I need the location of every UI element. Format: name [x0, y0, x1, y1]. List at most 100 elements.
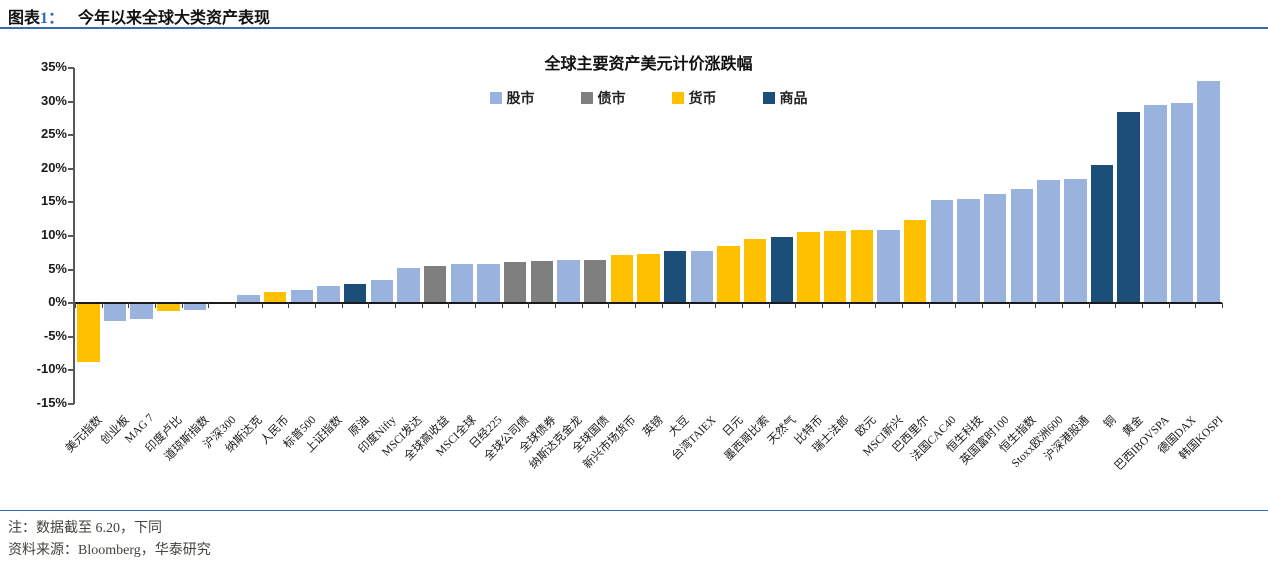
bar-slot	[795, 68, 822, 404]
y-axis-tick-label: 10%	[40, 227, 67, 242]
x-axis-tick	[1061, 303, 1063, 309]
y-axis-tick-label: 35%	[40, 59, 67, 74]
x-axis-tick	[768, 303, 770, 309]
bar-slot	[1142, 68, 1169, 404]
y-axis-tick	[68, 235, 74, 237]
x-axis-zero-line	[75, 302, 1222, 305]
x-axis-label: 恒生科技	[944, 414, 986, 456]
bar-slot	[182, 68, 209, 404]
bar-日元	[717, 246, 740, 304]
bar-台湾TAIEX	[690, 250, 714, 304]
bar-德国DAX	[1170, 102, 1194, 304]
legend-item: 货币	[671, 88, 717, 108]
x-axis-tick	[288, 303, 290, 309]
x-axis-tick	[501, 303, 503, 309]
x-axis-label: 恒生指数	[997, 414, 1039, 456]
x-axis-tick	[341, 303, 343, 309]
y-axis-tick-label: 20%	[40, 159, 67, 175]
x-axis-label: 纳斯达克	[223, 414, 265, 456]
bar-全球债券	[530, 260, 553, 304]
bar-道琼斯指数	[183, 304, 207, 310]
x-axis-label: 日元	[720, 414, 746, 439]
x-axis-label: 全球公司债	[482, 414, 532, 464]
bar-全球高收益	[423, 266, 447, 304]
y-axis-tick	[68, 268, 74, 271]
y-axis-tick	[68, 403, 74, 405]
x-axis-tick	[901, 303, 903, 309]
bar-slot	[448, 68, 475, 404]
x-axis-label: 黄金	[1120, 414, 1146, 439]
bar-slot	[155, 68, 182, 404]
x-axis-tick	[741, 303, 743, 309]
bar-全球国债	[583, 259, 607, 304]
x-axis-tick	[315, 303, 317, 309]
bar-铜	[1090, 164, 1114, 304]
x-axis-label: 印度卢比	[143, 414, 185, 456]
x-axis-tick	[155, 303, 157, 309]
x-axis-tick	[101, 303, 103, 309]
bar-人民币	[263, 292, 287, 304]
legend-label: 债市	[597, 92, 626, 107]
x-axis-label: MSCI新兴	[860, 414, 906, 459]
y-axis-tick-label: -10%	[36, 361, 67, 377]
bar-slot	[769, 68, 796, 404]
x-axis-tick	[128, 303, 130, 309]
bar-slot	[822, 68, 849, 404]
bar-slot	[582, 68, 609, 404]
bar-瑞士法郎	[824, 230, 847, 304]
x-axis-tick	[981, 303, 983, 309]
legend-swatch-icon	[489, 92, 502, 104]
bar-新兴市场货币	[610, 254, 634, 304]
x-axis-tick	[1195, 303, 1197, 309]
bar-slot	[715, 68, 742, 404]
x-axis-tick	[1141, 303, 1143, 309]
x-axis-tick	[1008, 303, 1010, 309]
bar-纳斯达克金龙	[557, 260, 580, 304]
x-axis-label: 印度Nifty	[356, 414, 399, 457]
x-axis-tick	[1168, 303, 1170, 309]
footer-divider-line	[0, 510, 1268, 511]
x-axis-label: 全球高收益	[402, 414, 452, 464]
bar-slot	[608, 68, 635, 404]
figure-title: 今年以来全球大类资产表现	[78, 10, 271, 27]
legend-swatch-icon	[580, 92, 593, 104]
bar-slot	[235, 68, 262, 404]
x-axis-tick	[75, 303, 76, 309]
x-axis-tick	[875, 303, 877, 309]
x-axis-label: 沪深300	[201, 414, 239, 452]
bar-英国富时100	[984, 193, 1007, 304]
x-axis-tick	[528, 303, 530, 309]
bar-slot	[1009, 68, 1036, 404]
figure-header: 图表1： 今年以来全球大类资产表现	[8, 4, 270, 28]
bar-slot	[422, 68, 449, 404]
x-axis-label: 标普500	[281, 414, 319, 452]
bar-slot	[1062, 68, 1089, 404]
x-axis-label: MAG 7	[122, 412, 157, 446]
x-axis-label: 欧元	[853, 414, 879, 439]
bar-slot	[342, 68, 369, 404]
x-axis-tick	[395, 303, 397, 309]
bar-大豆	[663, 251, 687, 304]
x-axis-tick	[635, 303, 637, 309]
x-axis-tick	[715, 303, 717, 309]
x-axis-label: 台湾TAIEX	[669, 414, 719, 463]
x-axis-tick	[848, 303, 850, 309]
bar-比特币	[797, 231, 820, 304]
x-axis-label: 铜	[1101, 414, 1119, 431]
bar-slot	[875, 68, 902, 404]
bar-slot	[1195, 68, 1222, 404]
legend-label: 股市	[506, 92, 535, 107]
bar-美元指数	[77, 304, 100, 363]
x-axis-label: 法国CAC40	[908, 414, 959, 464]
x-axis-label: 美元指数	[63, 414, 105, 456]
bar-创业板	[103, 304, 127, 322]
bar-印度卢比	[157, 304, 180, 312]
x-axis-tick	[1115, 303, 1117, 309]
bar-沪深港股通	[1064, 178, 1087, 304]
bar-巴西IBOVSPA	[1144, 104, 1167, 304]
x-axis-label: MSCI全球	[433, 414, 479, 459]
bar-slot	[555, 68, 582, 404]
x-axis-tick	[955, 303, 957, 309]
bar-标普500	[290, 290, 313, 304]
